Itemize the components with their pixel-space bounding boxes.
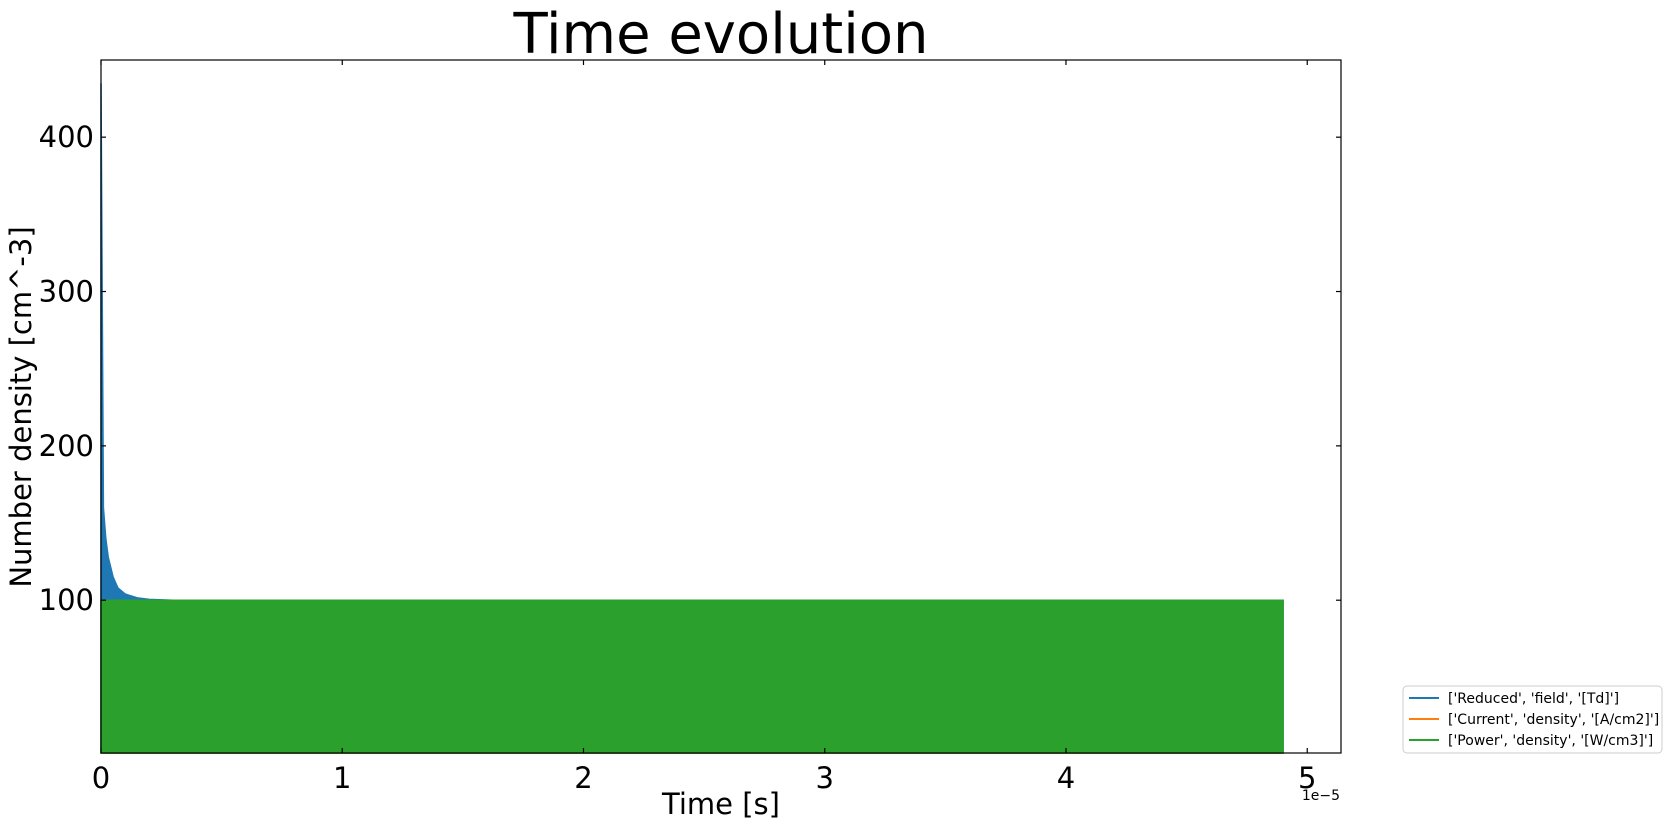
x-tick-label: 4 (1057, 761, 1075, 795)
x-tick-label: 3 (816, 761, 834, 795)
x-tick-label: 2 (574, 761, 592, 795)
x-axis-offset-label: 1e−5 (1302, 788, 1340, 804)
y-axis-label: Number density [cm^-3] (4, 226, 38, 587)
legend-label: ['Current', 'density', '[A/cm2]'] (1448, 712, 1659, 728)
y-tick-label: 200 (39, 429, 94, 463)
legend: ['Reduced', 'field', '[Td]'] ['Current', … (1402, 685, 1663, 754)
legend-label: ['Reduced', 'field', '[Td]'] (1448, 691, 1619, 707)
y-axis: 100 200 300 400 (39, 120, 1341, 617)
x-tick-label: 1 (333, 761, 351, 795)
y-tick-label: 300 (39, 275, 94, 309)
legend-frame (1402, 685, 1663, 754)
legend-label: ['Power', 'density', '[W/cm3]'] (1448, 733, 1653, 749)
series-3-trace (100, 599, 1284, 754)
x-axis: 0 1 2 3 4 5 (92, 60, 1316, 795)
chart-title: Time evolution (512, 2, 928, 67)
x-axis-label: Time [s] (661, 787, 780, 821)
y-tick-label: 400 (39, 120, 94, 154)
x-tick-label: 5 (1298, 761, 1316, 795)
plot-frame (100, 59, 1342, 754)
x-tick-label: 0 (92, 761, 110, 795)
y-tick-label: 100 (39, 583, 94, 617)
